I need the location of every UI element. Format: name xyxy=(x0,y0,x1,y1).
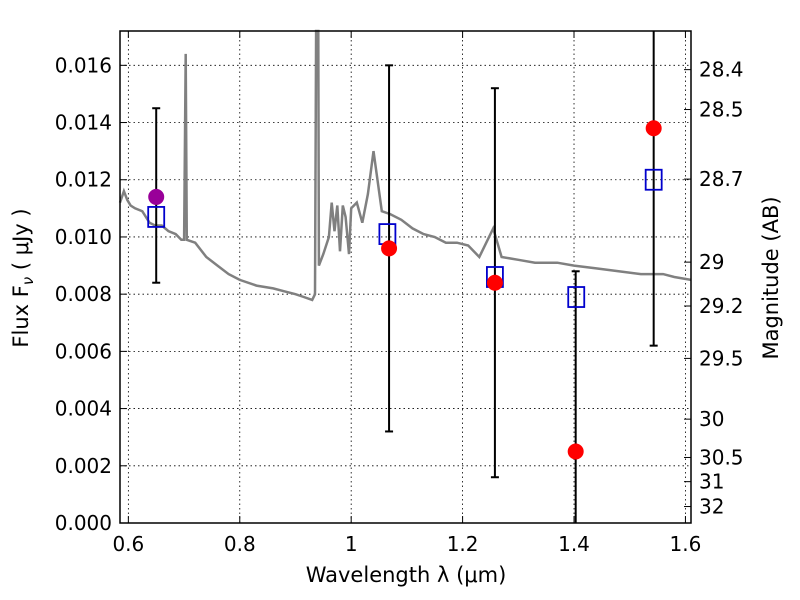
y2-tick-label: 31 xyxy=(699,470,724,494)
observed-point xyxy=(645,120,662,137)
y-tick-label: 0.002 xyxy=(55,454,112,478)
model-band-markers xyxy=(147,168,663,308)
x-tick-label: 1 xyxy=(345,532,358,556)
y-tick-label: 0.014 xyxy=(55,111,112,135)
x-tick-label: 1.4 xyxy=(558,532,590,556)
x-tick-label: 1.6 xyxy=(670,532,702,556)
model-band-square xyxy=(644,168,663,191)
y2-tick-label: 28.5 xyxy=(699,98,744,122)
model-band-square xyxy=(147,206,166,228)
y2-axis-title: Magnitude (AB) xyxy=(759,196,783,359)
y2-tick-label: 29.2 xyxy=(699,294,744,318)
y2-tick-label: 28.7 xyxy=(699,167,744,191)
observed-point xyxy=(486,274,503,291)
x-tick-label: 0.8 xyxy=(224,532,256,556)
model-band-square xyxy=(567,286,586,308)
y2-tick-label: 28.4 xyxy=(699,58,744,82)
y-tick-label: 0.012 xyxy=(55,168,112,192)
y-tick-label: 0.008 xyxy=(55,282,112,306)
x-tick-labels: 0.6 0.8 1 1.2 1.4 1.6 xyxy=(112,532,701,556)
y2-tick-label: 29 xyxy=(699,250,724,274)
y-tick-label: 0.010 xyxy=(55,225,112,249)
plot-area xyxy=(118,29,692,523)
x-tick-label: 0.6 xyxy=(112,532,144,556)
axis-ticks xyxy=(120,31,691,524)
observed-points xyxy=(148,120,662,460)
x-axis-title: Wavelength λ (μm) xyxy=(306,563,507,587)
y2-tick-label: 30 xyxy=(699,407,724,431)
model-spectrum-line xyxy=(118,29,692,302)
y-axis-title-main: Flux F xyxy=(9,285,33,347)
y-tick-label: 0.006 xyxy=(55,339,112,363)
plot-frame xyxy=(119,30,692,524)
observed-point xyxy=(567,443,584,460)
y2-tick-label: 32 xyxy=(699,495,724,519)
observed-point-optical xyxy=(148,188,165,205)
y-axis-title-unit: ( μJy ) xyxy=(9,208,33,276)
y-tick-labels: 0.000 0.002 0.004 0.006 0.008 0.010 0.012 0.014… xyxy=(55,53,112,535)
y-axis-title: Flux Fν ( μJy ) xyxy=(9,208,37,347)
y-tick-label: 0.016 xyxy=(55,53,112,77)
observed-point xyxy=(381,240,398,257)
y-tick-label: 0.000 xyxy=(55,511,112,535)
y-tick-label: 0.004 xyxy=(55,397,112,421)
y2-tick-label: 30.5 xyxy=(699,445,744,469)
y-axis-title-subscript: ν xyxy=(19,277,37,285)
gridlines xyxy=(120,31,691,524)
x-tick-label: 1.2 xyxy=(447,532,479,556)
y2-tick-label: 29.5 xyxy=(699,346,744,370)
